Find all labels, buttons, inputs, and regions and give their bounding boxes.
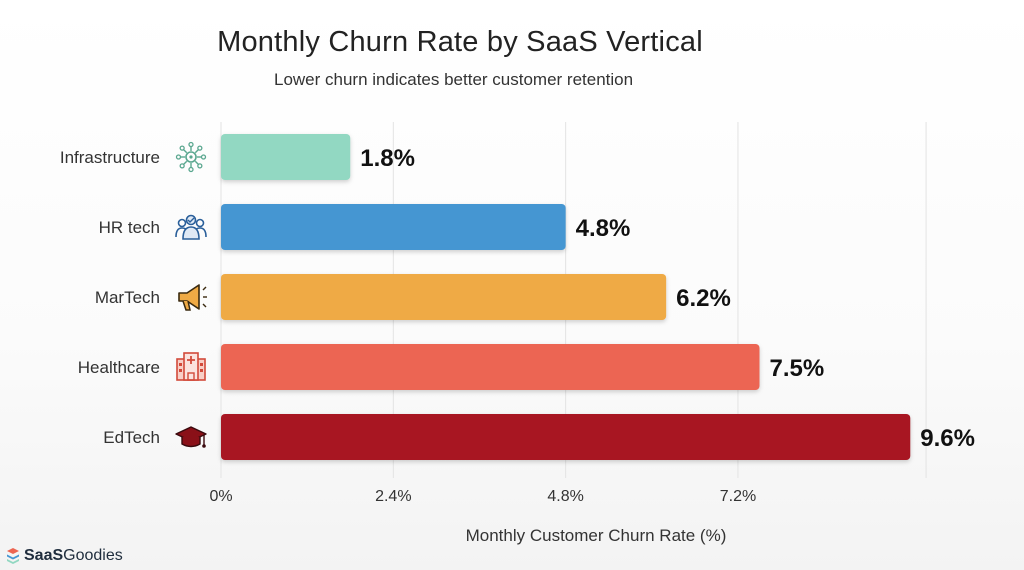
logo-stack-icon [7, 548, 19, 564]
x-axis-label: Monthly Customer Churn Rate (%) [466, 526, 727, 545]
category-label: HR tech [99, 218, 160, 237]
data-label: 4.8% [576, 215, 631, 242]
data-label: 7.5% [770, 355, 825, 382]
brand-logo: SaaSGoodies [6, 546, 123, 566]
bar [221, 134, 351, 180]
category-label: MarTech [95, 288, 160, 307]
people-group-icon [175, 214, 207, 240]
x-tick-label: 4.8% [547, 488, 583, 505]
graduation-cap-icon [175, 426, 207, 448]
chart-subtitle: Lower churn indicates better customer re… [274, 70, 634, 89]
x-tick-label: 0% [209, 488, 232, 505]
bar [221, 414, 911, 460]
bar [221, 274, 667, 320]
x-tick-label: 2.4% [375, 488, 411, 505]
bar [221, 204, 566, 250]
category-label: Infrastructure [60, 148, 160, 167]
network-gear-icon [175, 141, 207, 173]
chart-title: Monthly Churn Rate by SaaS Vertical [217, 26, 703, 58]
hospital-icon [176, 352, 206, 381]
data-label: 9.6% [920, 425, 975, 452]
x-tick-label: 7.2% [720, 488, 756, 505]
logo-text-saas: SaaS [24, 547, 64, 564]
category-label: Healthcare [78, 358, 160, 377]
logo-text-goodies: Goodies [63, 547, 123, 564]
category-label: EdTech [103, 428, 160, 447]
megaphone-icon [178, 284, 207, 311]
data-label: 6.2% [676, 285, 731, 312]
data-label: 1.8% [360, 145, 415, 172]
bar [221, 344, 760, 390]
